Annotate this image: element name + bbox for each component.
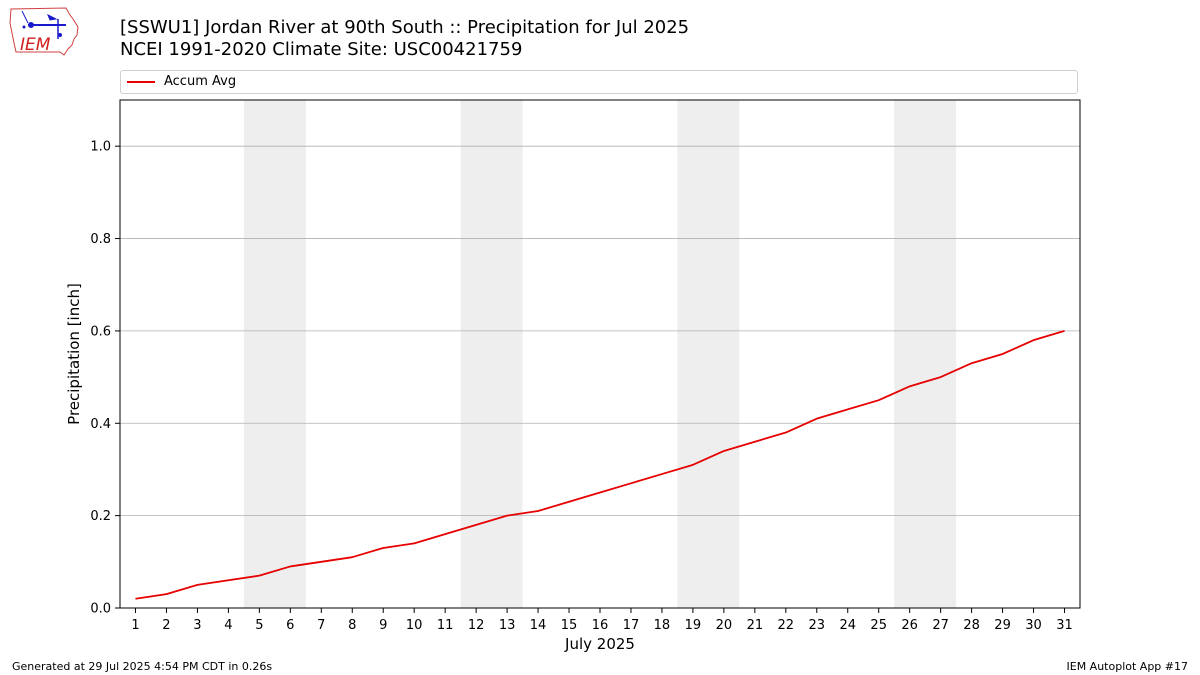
x-tick-label: 22 (778, 618, 795, 633)
weather-station-icon (21, 10, 66, 39)
x-tick-label: 9 (379, 618, 387, 633)
x-tick-label: 8 (348, 618, 356, 633)
x-tick-label: 20 (716, 618, 733, 633)
x-tick-label: 29 (994, 618, 1011, 633)
series-line-accum-avg (135, 330, 1065, 600)
y-tick-label: 1.0 (90, 140, 111, 155)
x-tick-label: 27 (932, 618, 949, 633)
x-tick-label: 31 (1056, 618, 1073, 633)
x-tick-label: 13 (499, 618, 516, 633)
legend-swatch-accum-avg (127, 81, 155, 83)
y-tick-label: 0.2 (90, 509, 111, 524)
x-tick-label: 2 (162, 618, 170, 633)
iowa-outline-icon (9, 7, 79, 56)
legend-label-accum-avg: Accum Avg (164, 74, 237, 89)
x-tick-label: 7 (317, 618, 325, 633)
x-axis-ticks: 1 2 3 4 5 6 7 8 9 10 11 12 13 14 15 16 17 18 19 20 21 22 23 24 2… (131, 608, 1073, 633)
chart-title: [SSWU1] Jordan River at 90th South :: Pr… (120, 17, 690, 38)
weekend-shade-band (460, 100, 523, 608)
generated-timestamp: Generated at 29 Jul 2025 4:54 PM CDT in … (12, 660, 273, 673)
x-tick-label: 1 (131, 618, 139, 633)
app-identifier: IEM Autoplot App #17 (1066, 660, 1189, 673)
x-tick-label: 15 (561, 618, 578, 633)
y-tick-label: 0.6 (90, 324, 111, 339)
x-tick-label: 3 (193, 618, 201, 633)
weekend-shade-band (894, 100, 957, 608)
chart-legend: Accum Avg (120, 70, 1078, 94)
weekend-shade-band (677, 100, 740, 608)
x-tick-label: 14 (530, 618, 547, 633)
gridlines (120, 145, 1080, 517)
x-tick-label: 30 (1025, 618, 1042, 633)
x-tick-label: 6 (286, 618, 294, 633)
series-layer (135, 330, 1065, 600)
x-tick-label: 19 (685, 618, 702, 633)
x-tick-label: 11 (437, 618, 454, 633)
weekend-shade-band (243, 100, 306, 608)
x-tick-label: 12 (468, 618, 485, 633)
x-tick-label: 17 (623, 618, 640, 633)
y-tick-label: 0.8 (90, 232, 111, 247)
x-tick-label: 4 (224, 618, 232, 633)
y-axis-label: Precipitation [inch] (65, 283, 83, 425)
x-tick-label: 18 (654, 618, 671, 633)
weekend-shading (243, 100, 957, 608)
x-tick-label: 23 (809, 618, 826, 633)
logo-text: IEM (20, 35, 51, 55)
x-tick-label: 28 (963, 618, 980, 633)
y-tick-label: 0.4 (90, 417, 111, 432)
y-tick-label: 0.0 (90, 602, 111, 617)
x-tick-label: 5 (255, 618, 263, 633)
x-tick-label: 25 (870, 618, 887, 633)
x-tick-label: 26 (901, 618, 918, 633)
iem-logo: IEM (9, 7, 79, 56)
x-axis-label: July 2025 (564, 635, 635, 653)
plot-frame (119, 99, 1081, 609)
y-axis-ticks: 0.0 0.2 0.4 0.6 0.8 1.0 (90, 140, 120, 617)
chart-subtitle: NCEI 1991-2020 Climate Site: USC00421759 (120, 39, 523, 60)
x-tick-label: 16 (592, 618, 609, 633)
x-tick-label: 10 (406, 618, 423, 633)
x-tick-label: 21 (747, 618, 764, 633)
x-tick-label: 24 (839, 618, 856, 633)
